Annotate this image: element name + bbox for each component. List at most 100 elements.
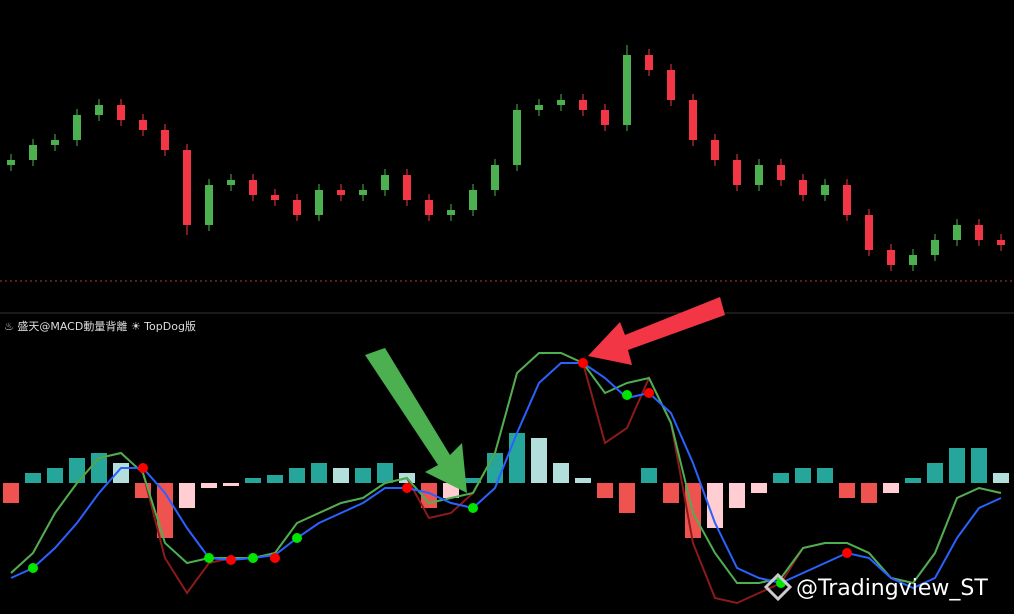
candle-body — [139, 120, 147, 130]
histogram-bar — [355, 468, 371, 483]
histogram-bar — [311, 463, 327, 483]
candle-body — [689, 100, 697, 140]
candle-body — [733, 160, 741, 185]
indicator-line — [10, 362, 1002, 590]
sell-signal — [270, 553, 280, 563]
histogram-bar — [817, 468, 833, 483]
histogram-bar — [751, 483, 767, 493]
histogram-bar — [3, 483, 19, 503]
histogram-bar — [597, 483, 613, 498]
watermark-logo — [763, 572, 793, 602]
histogram-bar — [179, 483, 195, 508]
candle-body — [29, 145, 37, 160]
histogram-bar — [971, 448, 987, 483]
buy-signal — [292, 533, 302, 543]
red-arrow — [588, 297, 725, 365]
candle-body — [381, 175, 389, 190]
candle-body — [843, 185, 851, 215]
histogram-bar — [663, 483, 679, 503]
watermark-text: @Tradingview_ST — [796, 576, 988, 601]
candle-body — [887, 250, 895, 265]
candle-body — [447, 210, 455, 215]
histogram-bar — [795, 468, 811, 483]
histogram-bar — [773, 473, 789, 483]
histogram-bar — [861, 483, 877, 503]
histogram-bar — [729, 483, 745, 508]
candle-body — [909, 255, 917, 265]
candle-body — [491, 165, 499, 190]
histogram-bar — [465, 478, 481, 483]
candle-body — [315, 190, 323, 215]
candle-body — [117, 105, 125, 120]
candle-body — [359, 190, 367, 195]
candle-body — [865, 215, 873, 250]
sell-signal — [138, 463, 148, 473]
histogram-bar — [377, 463, 393, 483]
indicator-title: ♨ 盛天@MACD動量背離 ☀ TopDog版 — [4, 319, 196, 333]
histogram-bar — [927, 463, 943, 483]
histogram-bar — [245, 478, 261, 483]
candle-body — [711, 140, 719, 160]
histogram-bar — [223, 483, 239, 486]
histogram-bar — [949, 448, 965, 483]
candle-body — [953, 225, 961, 240]
histogram-bar — [883, 483, 899, 493]
histogram-bar — [509, 433, 525, 483]
candle-body — [513, 110, 521, 165]
candle-body — [579, 100, 587, 110]
buy-signal — [248, 553, 258, 563]
candle-body — [337, 190, 345, 195]
histogram-bar — [839, 483, 855, 498]
histogram-bar — [641, 468, 657, 483]
histogram-bar — [333, 468, 349, 483]
candle-body — [7, 160, 15, 165]
histogram-bar — [267, 475, 283, 483]
watermark: @Tradingview_ST — [763, 572, 988, 602]
candle-body — [271, 195, 279, 200]
candle-body — [975, 225, 983, 240]
indicator-line — [10, 352, 1002, 585]
candle-body — [623, 55, 631, 125]
histogram-bar — [707, 483, 723, 528]
histogram-bar — [531, 438, 547, 483]
histogram-bar — [25, 473, 41, 483]
candle-body — [95, 105, 103, 115]
candle-body — [51, 140, 59, 145]
sell-signal — [402, 483, 412, 493]
histogram-bar — [69, 458, 85, 483]
buy-signal — [622, 390, 632, 400]
candle-body — [645, 55, 653, 70]
histogram-bar — [553, 463, 569, 483]
histogram-bar — [47, 468, 63, 483]
candle-body — [293, 200, 301, 215]
candle-body — [73, 115, 81, 140]
histogram-bar — [905, 478, 921, 483]
candle-body — [799, 180, 807, 195]
candle-body — [161, 130, 169, 150]
candle-body — [755, 165, 763, 185]
candle-body — [403, 175, 411, 200]
candle-body — [535, 105, 543, 110]
buy-signal — [204, 553, 214, 563]
histogram-bar — [575, 478, 591, 483]
buy-signal — [28, 563, 38, 573]
candle-body — [227, 180, 235, 185]
candle-body — [777, 165, 785, 180]
sell-signal — [578, 358, 588, 368]
candle-body — [469, 190, 477, 210]
candle-body — [931, 240, 939, 255]
sell-signal — [842, 548, 852, 558]
candle-body — [249, 180, 257, 195]
candle-body — [997, 240, 1005, 245]
histogram-bar — [619, 483, 635, 513]
sell-signal — [226, 555, 236, 565]
candle-body — [821, 185, 829, 195]
buy-signal — [468, 503, 478, 513]
candle-body — [425, 200, 433, 215]
histogram-bar — [993, 473, 1009, 483]
histogram-bar — [201, 483, 217, 488]
candle-body — [667, 70, 675, 100]
sell-signal — [644, 388, 654, 398]
candle-body — [557, 100, 565, 105]
candle-body — [205, 185, 213, 225]
